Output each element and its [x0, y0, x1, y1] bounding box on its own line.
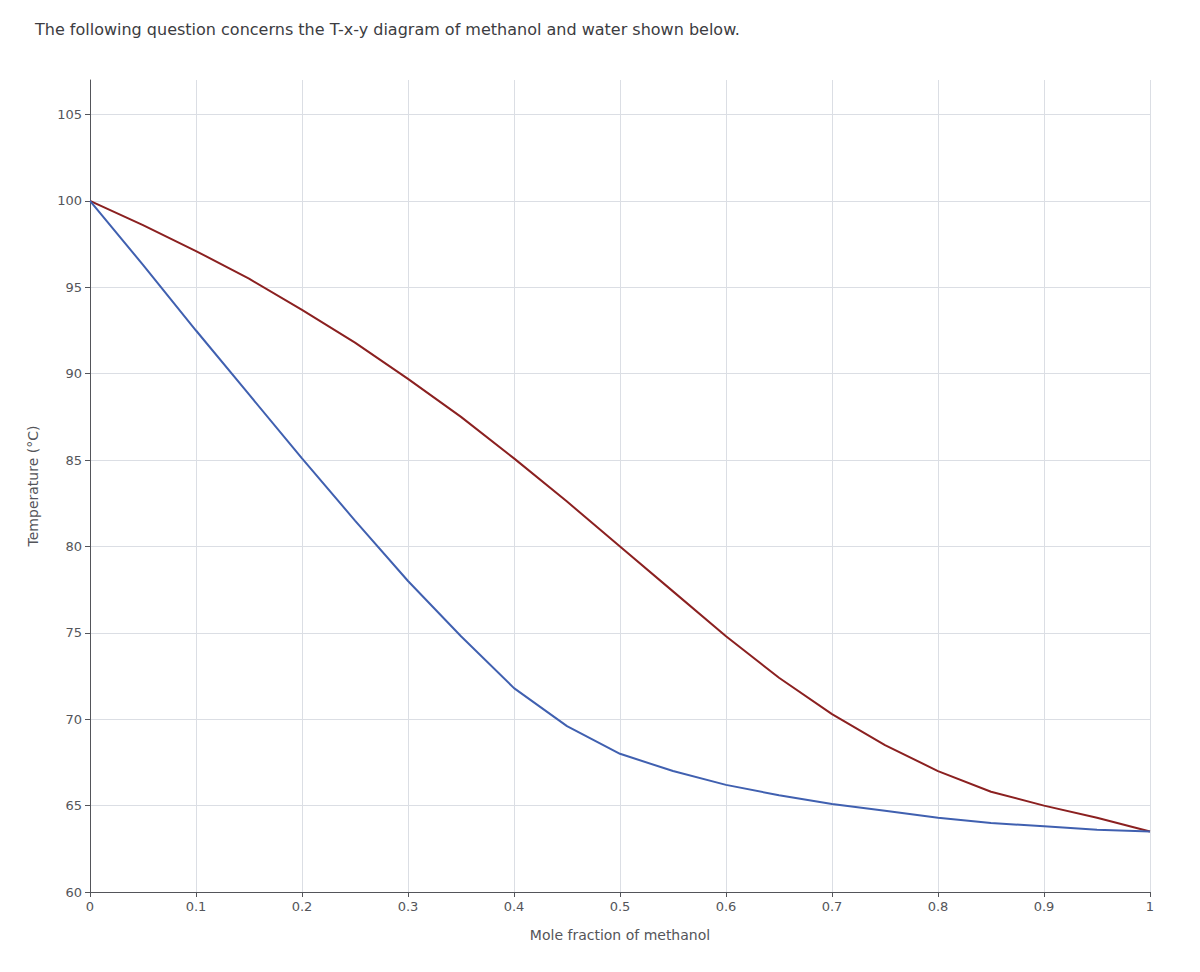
- svg-text:60: 60: [65, 885, 82, 900]
- svg-text:0.2: 0.2: [292, 899, 313, 914]
- svg-text:0.7: 0.7: [822, 899, 843, 914]
- svg-text:0.5: 0.5: [610, 899, 631, 914]
- svg-text:75: 75: [65, 625, 82, 640]
- svg-text:The following question concern: The following question concerns the T-x-…: [34, 20, 740, 39]
- svg-text:65: 65: [65, 798, 82, 813]
- svg-text:90: 90: [65, 366, 82, 381]
- svg-text:100: 100: [57, 193, 82, 208]
- svg-text:0.1: 0.1: [186, 899, 207, 914]
- svg-text:0.9: 0.9: [1034, 899, 1055, 914]
- svg-text:0.8: 0.8: [928, 899, 949, 914]
- svg-text:1: 1: [1146, 899, 1154, 914]
- svg-text:Temperature (°C): Temperature (°C): [25, 426, 41, 548]
- svg-text:95: 95: [65, 280, 82, 295]
- svg-text:70: 70: [65, 712, 82, 727]
- svg-text:0.6: 0.6: [716, 899, 737, 914]
- svg-text:0.3: 0.3: [398, 899, 419, 914]
- svg-text:85: 85: [65, 453, 82, 468]
- svg-text:105: 105: [57, 107, 82, 122]
- svg-text:0: 0: [86, 899, 94, 914]
- svg-text:0.4: 0.4: [504, 899, 525, 914]
- svg-text:80: 80: [65, 539, 82, 554]
- svg-text:Mole fraction of methanol: Mole fraction of methanol: [530, 927, 710, 943]
